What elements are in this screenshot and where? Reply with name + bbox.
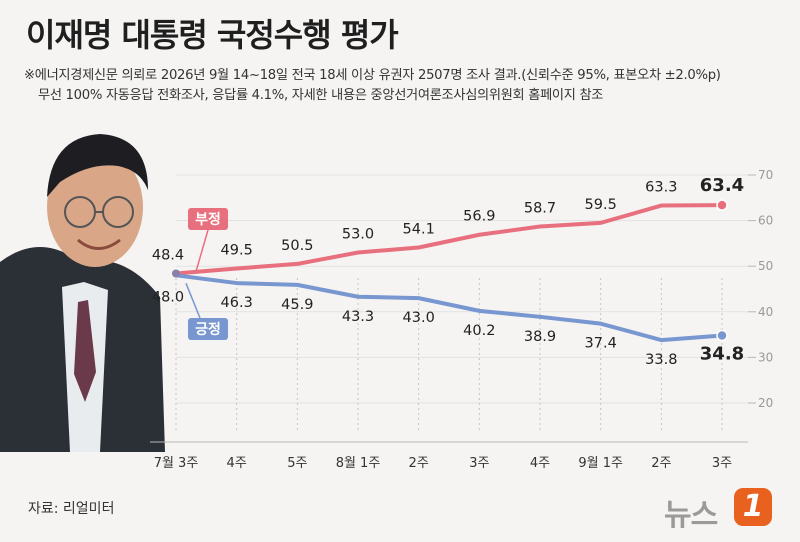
- data-label: 45.9: [281, 297, 313, 313]
- data-label: 38.9: [524, 329, 556, 345]
- news1-logo: 뉴스 1: [664, 488, 774, 533]
- x-tick-label: 8월 1주: [336, 456, 381, 471]
- data-label: 56.9: [463, 209, 495, 225]
- x-tick-label: 4주: [227, 456, 247, 471]
- series-end-point: [716, 199, 728, 211]
- survey-note-line-2: 무선 100% 자동응답 전화조사, 응답률 4.1%, 자세한 내용은 중앙선…: [38, 88, 604, 103]
- series-end-point: [716, 329, 728, 342]
- y-tick-label: 60: [758, 214, 773, 228]
- data-source: 자료: 리얼미터: [28, 501, 115, 517]
- series-badge-1: [188, 318, 228, 340]
- page-title: 이재명 대통령 국정수행 평가: [26, 16, 399, 54]
- series-name-1: 긍정: [195, 321, 221, 338]
- y-tick-label: 20: [758, 396, 773, 410]
- y-tick-label: 40: [758, 305, 773, 319]
- data-label: 58.7: [524, 201, 556, 217]
- survey-note-line-1: ※에너지경제신문 의뢰로 2026년 9월 14~18일 전국 18세 이상 유…: [24, 68, 721, 83]
- data-label: 49.5: [221, 242, 253, 258]
- series-layer: [172, 199, 728, 343]
- series-line-1: [175, 273, 723, 343]
- data-label: 53.0: [342, 227, 374, 243]
- survey-note: ※에너지경제신문 의뢰로 2026년 9월 14~18일 전국 18세 이상 유…: [24, 66, 721, 106]
- start-point: [172, 269, 180, 278]
- series-leader-0: [195, 229, 209, 272]
- data-label: 43.0: [403, 310, 435, 326]
- logo-text: 뉴스: [664, 498, 718, 533]
- president-photo: [0, 134, 165, 452]
- data-label: 48.4: [152, 247, 184, 263]
- data-label: 40.2: [463, 323, 495, 339]
- data-label: 48.0: [152, 289, 184, 305]
- x-tick-label: 3주: [712, 456, 732, 471]
- x-tick-label: 2주: [651, 456, 671, 471]
- x-tick-label: 5주: [287, 456, 307, 471]
- x-tick-label: 2주: [409, 456, 429, 471]
- y-tick-label: 30: [758, 350, 773, 364]
- x-tick-label: 7월 3주: [154, 456, 199, 471]
- x-tick-label: 3주: [469, 456, 489, 471]
- series-badge-0: [188, 208, 228, 230]
- data-label: 63.3: [645, 180, 677, 196]
- data-label: 33.8: [645, 352, 677, 368]
- x-tick-label: 4주: [530, 456, 550, 471]
- y-tick-label: 70: [758, 168, 773, 182]
- data-label: 63.4: [700, 175, 744, 196]
- data-label: 54.1: [403, 222, 435, 238]
- data-label: 59.5: [585, 197, 617, 213]
- label-layer: 7월 3주 4주 5주 8월 1주 2주 3주 4주 9월 1주 2주 3주 48.4 49.5 50.…: [152, 175, 744, 471]
- grid-layer: 20 30 40 50 60 70: [150, 168, 773, 443]
- logo-badge: 1: [734, 488, 772, 526]
- x-tick-label: 9월 1주: [578, 456, 623, 471]
- data-label: 43.3: [342, 309, 374, 325]
- series-leader-1: [185, 283, 201, 319]
- data-label: 50.5: [281, 238, 313, 254]
- series-line-0: [175, 203, 723, 276]
- data-label: 34.8: [700, 344, 744, 365]
- series-name-0: 부정: [195, 211, 221, 228]
- data-label: 37.4: [585, 336, 617, 352]
- data-label: 46.3: [221, 295, 253, 311]
- y-tick-label: 50: [758, 259, 773, 273]
